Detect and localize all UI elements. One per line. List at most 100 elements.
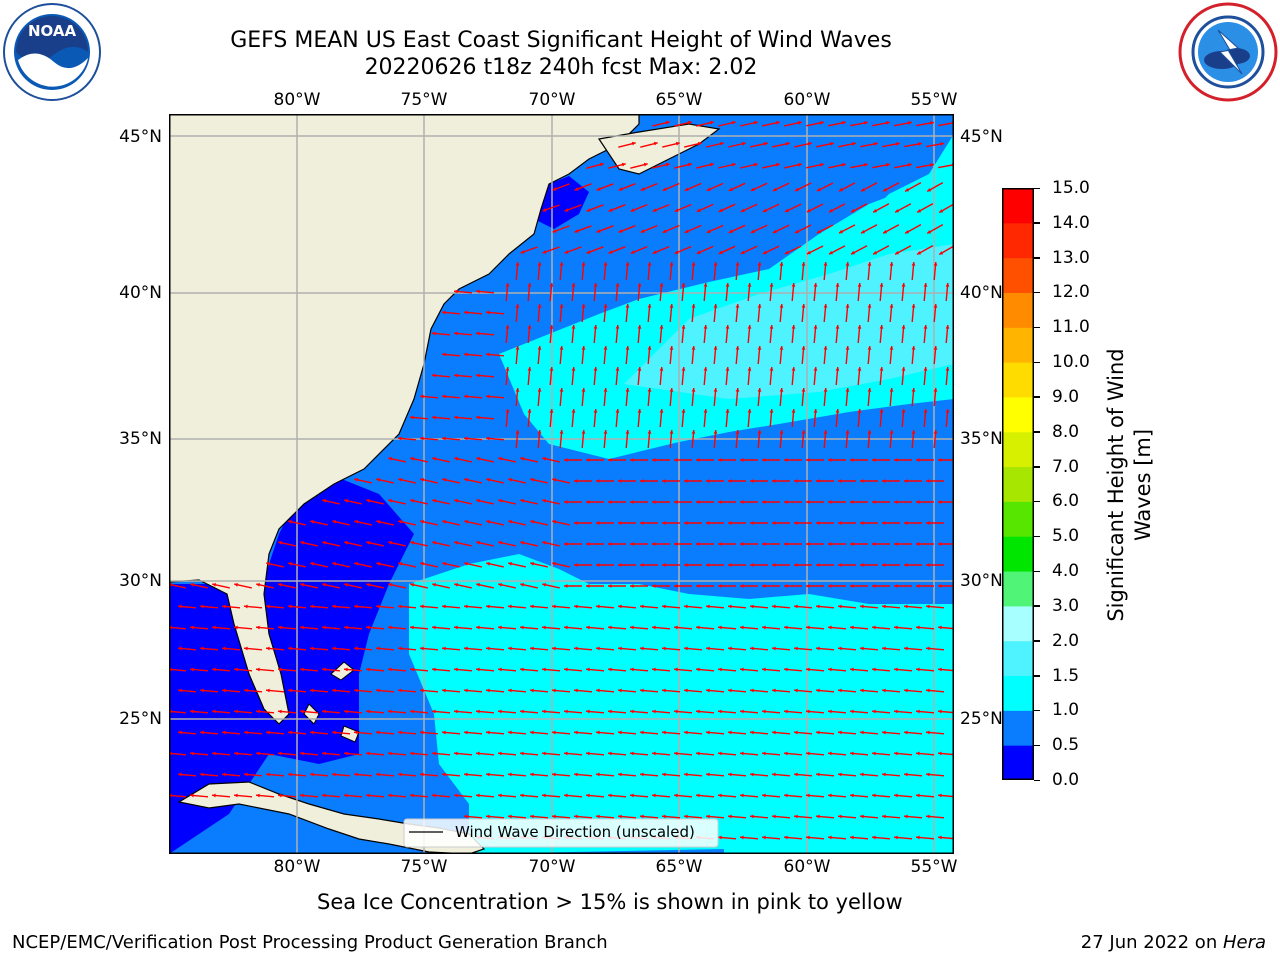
lat-label-left-40n: 40°N [119, 283, 162, 303]
wave-direction-arrowhead [366, 667, 370, 672]
wave-direction-arrowhead [498, 541, 502, 545]
wave-direction-arrowhead [823, 262, 828, 266]
wave-direction-arrowhead [740, 793, 744, 798]
wave-direction-arrowhead [542, 541, 546, 545]
wave-direction-arrowhead [244, 646, 248, 651]
wave-direction-arrowhead [750, 646, 754, 651]
wave-direction-arrowhead [410, 541, 414, 545]
wave-direction-arrowhead [762, 835, 766, 840]
wave-direction-arrowhead [784, 208, 789, 213]
wave-direction-arrowhead [376, 562, 380, 566]
wave-direction-arrowhead [630, 667, 634, 672]
wave-direction-arrowhead [354, 688, 358, 693]
noaa-logo-text: NOAA [28, 22, 77, 40]
wave-direction-arrowhead [691, 430, 696, 434]
wave-direction-arrowhead [593, 283, 598, 287]
wave-direction-arrowhead [618, 772, 622, 777]
wave-direction-arrowhead [735, 304, 740, 308]
wave-direction-arrowhead [266, 730, 270, 735]
wave-direction-arrowhead [190, 625, 194, 630]
wave-direction-arrowhead [750, 521, 754, 525]
wave-direction-arrowhead [432, 583, 436, 587]
wave-direction-arrowhead [662, 229, 667, 233]
wave-direction-arrowhead [706, 604, 710, 609]
wave-direction-arrowhead [310, 562, 314, 566]
wave-direction-arrowhead [581, 262, 586, 266]
wave-direction-arrowhead [838, 772, 842, 777]
colorbar-tick-mark [1034, 605, 1040, 607]
wave-direction-arrowhead [486, 730, 490, 735]
colorbar-segment [1002, 501, 1034, 537]
wave-direction-arrowhead [454, 709, 458, 714]
wave-direction-arrowhead [498, 667, 502, 672]
wave-direction-arrowhead [442, 772, 446, 777]
wave-direction-arrowhead [288, 688, 292, 693]
wave-direction-arrowhead [835, 325, 840, 329]
wave-direction-arrowhead [618, 688, 622, 693]
wave-direction-arrowhead [916, 542, 920, 546]
wave-direction-arrowhead [816, 730, 820, 735]
wave-direction-arrowhead [857, 367, 862, 371]
colorbar-tick-label: 6.0 [1052, 491, 1080, 512]
wave-direction-arrowhead [813, 283, 818, 287]
wave-direction-arrowhead [740, 709, 744, 714]
wave-direction-arrowhead [603, 388, 608, 392]
wave-direction-arrowhead [867, 346, 872, 350]
wave-direction-arrowhead [640, 604, 644, 609]
wave-direction-arrowhead [911, 304, 916, 308]
wave-direction-arrowhead [498, 751, 502, 756]
wave-direction-arrowhead [918, 142, 922, 146]
wave-direction-arrowhead [530, 772, 534, 777]
wave-direction-arrowhead [542, 751, 546, 756]
wave-direction-arrowhead [769, 283, 774, 287]
wave-direction-arrowhead [933, 430, 938, 434]
wave-direction-arrowhead [454, 625, 458, 630]
footer-date-text: 27 Jun 2022 on [1080, 932, 1223, 953]
wave-direction-arrowhead [608, 250, 613, 254]
wave-direction-arrowhead [599, 162, 604, 167]
wave-direction-arrowhead [559, 304, 564, 308]
wave-direction-arrowhead [916, 584, 920, 588]
colorbar-tick-mark [1034, 326, 1040, 329]
wave-direction-arrowhead [740, 625, 744, 630]
colorbar-tick-label: 3.0 [1052, 595, 1080, 616]
wave-direction-arrowhead [476, 415, 480, 420]
wave-direction-arrowhead [388, 541, 392, 545]
wave-direction-arrowhead [908, 121, 912, 125]
wave-direction-arrowhead [883, 229, 888, 234]
wave-direction-arrowhead [398, 520, 402, 524]
wave-direction-arrowhead [933, 388, 938, 392]
wave-direction-arrowhead [904, 563, 908, 567]
wave-direction-arrowhead [615, 367, 620, 371]
wave-direction-arrowhead [806, 250, 811, 255]
wave-direction-arrowhead [442, 436, 446, 441]
wave-direction-arrowhead [603, 262, 608, 266]
wave-direction-arrowhead [867, 388, 872, 392]
wave-direction-arrowhead [860, 688, 864, 693]
wave-direction-arrowhead [838, 563, 842, 567]
wave-direction-arrowhead [684, 563, 688, 567]
wave-direction-arrowhead [662, 479, 666, 483]
wave-direction-arrowhead [850, 458, 854, 462]
wave-direction-arrowhead [864, 121, 868, 125]
wave-direction-arrowhead [310, 688, 314, 693]
wave-direction-arrowhead [860, 646, 864, 651]
wave-direction-arrowhead [776, 163, 780, 167]
wave-direction-arrowhead [476, 583, 480, 587]
wave-direction-arrowhead [508, 814, 512, 819]
wave-direction-arrowhead [794, 730, 798, 735]
wave-direction-arrowhead [344, 583, 348, 587]
wave-direction-arrowhead [222, 604, 226, 609]
wave-direction-arrowhead [559, 388, 564, 392]
wave-direction-arrowhead [647, 388, 652, 392]
wave-direction-arrowhead [366, 499, 370, 503]
wave-direction-arrowhead [515, 346, 520, 350]
wave-direction-arrowhead [388, 793, 392, 798]
wave-direction-arrowhead [674, 458, 678, 462]
wave-direction-arrowhead [476, 373, 480, 378]
wave-direction-arrowhead [574, 814, 578, 819]
wave-direction-arrowhead [212, 583, 216, 587]
wave-direction-arrowhead [630, 542, 634, 546]
wave-direction-arrowhead [647, 346, 652, 350]
colorbar-tick-label: 14.0 [1052, 212, 1090, 233]
